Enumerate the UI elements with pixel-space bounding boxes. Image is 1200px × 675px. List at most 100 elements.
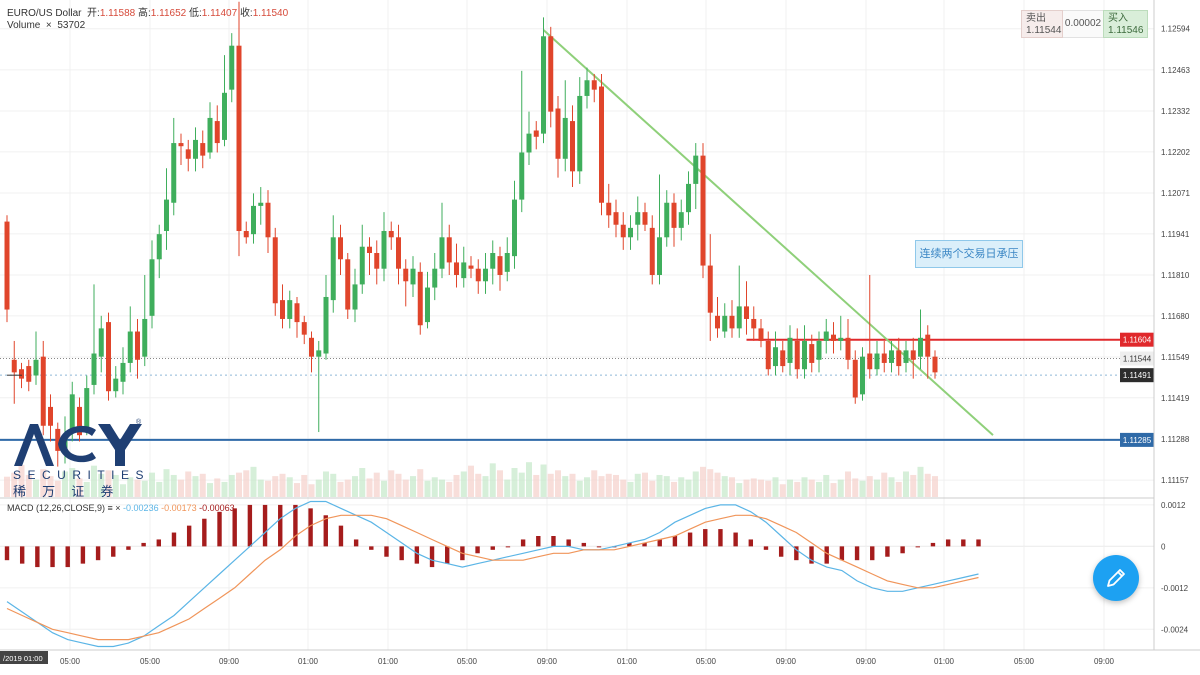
candle-body bbox=[84, 388, 90, 433]
volume-bar bbox=[649, 480, 656, 497]
candle-body bbox=[889, 350, 894, 363]
candle-body bbox=[852, 359, 858, 398]
volume-bar bbox=[373, 472, 380, 497]
annotation-label[interactable]: 连续两个交易日承压 bbox=[915, 240, 1023, 268]
macd-histogram-bar bbox=[672, 536, 678, 547]
candle-body bbox=[497, 256, 503, 275]
volume-bar bbox=[141, 480, 148, 497]
candle-body bbox=[316, 350, 322, 357]
volume-bar bbox=[323, 471, 329, 497]
x-tick-label: 01:00 bbox=[617, 657, 638, 666]
candle-body bbox=[359, 246, 365, 285]
sell-button[interactable]: 卖出 1.11544 bbox=[1021, 10, 1063, 38]
candle-body bbox=[287, 300, 293, 319]
volume-bar bbox=[866, 476, 873, 497]
volume-bar bbox=[750, 478, 757, 497]
volume-bar bbox=[917, 466, 924, 497]
x-tick-label: 09:00 bbox=[1094, 657, 1115, 666]
candle-body bbox=[715, 315, 720, 329]
candle-body bbox=[620, 224, 626, 238]
volume-bar bbox=[526, 462, 532, 497]
volume-bar bbox=[315, 479, 322, 497]
macd-y-tick-label: 0.0012 bbox=[1161, 501, 1186, 510]
candle-body bbox=[403, 268, 409, 282]
candle-body bbox=[439, 237, 445, 269]
logo-chinese: 稀 万 证 券 bbox=[13, 484, 119, 500]
candle-body bbox=[722, 315, 728, 332]
candle-body bbox=[475, 268, 481, 282]
candle-body bbox=[838, 337, 844, 341]
candle-body bbox=[635, 212, 641, 225]
volume-bar bbox=[591, 470, 598, 497]
macd-histogram-bar bbox=[293, 504, 298, 547]
candle-body bbox=[251, 205, 256, 235]
volume-bar bbox=[823, 474, 830, 497]
x-tick-label: 09:00 bbox=[776, 657, 797, 666]
volume-bar bbox=[286, 477, 293, 497]
y-tick-label: 1.11288 bbox=[1161, 435, 1190, 444]
y-tick-label: 1.12071 bbox=[1161, 189, 1190, 198]
volume-bar bbox=[54, 480, 61, 497]
candle-body bbox=[918, 337, 923, 357]
macd-histogram-bar bbox=[900, 546, 905, 554]
candle-body bbox=[323, 296, 329, 354]
trendline[interactable] bbox=[542, 29, 994, 436]
volume-bar bbox=[112, 474, 119, 497]
volume-bar bbox=[228, 474, 235, 497]
volume-bar bbox=[685, 479, 692, 497]
volume-bar bbox=[214, 478, 221, 497]
volume-bar bbox=[149, 472, 155, 497]
candle-body bbox=[381, 231, 387, 269]
candle-body bbox=[26, 366, 32, 382]
macd-histogram-bar bbox=[778, 546, 784, 557]
symbol-name: EURO/US Dollar bbox=[7, 8, 82, 19]
candle-body bbox=[367, 246, 372, 253]
candle-body bbox=[642, 212, 648, 225]
macd-histogram-bar bbox=[703, 529, 708, 547]
candle-body bbox=[338, 237, 343, 260]
volume-close-icon[interactable]: × bbox=[45, 20, 52, 31]
candle-body bbox=[483, 268, 488, 282]
y-tick-label: 1.12332 bbox=[1161, 107, 1190, 116]
candle-body bbox=[512, 199, 517, 257]
x-tick-label: 09:00 bbox=[219, 657, 240, 666]
macd-histogram-bar bbox=[748, 539, 754, 547]
volume-bar bbox=[243, 470, 250, 497]
volume-bar bbox=[584, 477, 590, 497]
macd-y-tick-label: -0.0012 bbox=[1161, 584, 1189, 593]
volume-bar bbox=[707, 469, 714, 497]
volume-bar bbox=[903, 471, 909, 497]
volume-bar bbox=[272, 476, 279, 497]
volume-bar bbox=[178, 479, 184, 497]
volume-bar bbox=[489, 463, 496, 497]
macd-histogram-bar bbox=[687, 532, 693, 547]
candle-body bbox=[765, 340, 771, 370]
x-tick-label: 09:00 bbox=[856, 657, 877, 666]
candle-body bbox=[193, 139, 198, 159]
candle-body bbox=[258, 202, 264, 206]
volume-bar bbox=[613, 474, 619, 497]
macd-histogram-bar bbox=[369, 546, 374, 550]
volume-bar bbox=[482, 476, 489, 497]
volume-bar bbox=[794, 481, 801, 497]
volume-bar bbox=[714, 472, 721, 497]
volume-bar bbox=[555, 470, 561, 497]
candle-body bbox=[671, 202, 677, 228]
volume-bar bbox=[700, 466, 706, 497]
volume-bar bbox=[852, 478, 859, 497]
volume-bar bbox=[105, 470, 112, 497]
volume-bar bbox=[634, 473, 641, 497]
candle-body bbox=[272, 237, 278, 304]
buy-button[interactable]: 买入 1.11546 bbox=[1103, 10, 1148, 38]
y-tick-label: 1.11941 bbox=[1161, 230, 1190, 239]
volume-bar bbox=[721, 476, 728, 497]
macd-histogram-bar bbox=[399, 546, 404, 561]
macd-histogram-bar bbox=[657, 539, 662, 547]
draw-tool-button[interactable] bbox=[1093, 555, 1139, 601]
candle-body bbox=[4, 221, 10, 310]
candle-body bbox=[526, 133, 532, 153]
candle-body bbox=[294, 303, 300, 323]
candle-body bbox=[33, 359, 39, 376]
volume-value: 53702 bbox=[57, 20, 86, 31]
